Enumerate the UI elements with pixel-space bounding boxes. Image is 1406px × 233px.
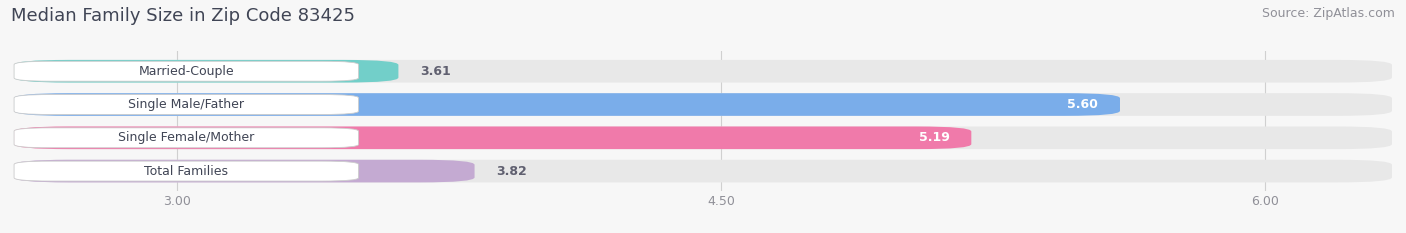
- FancyBboxPatch shape: [14, 93, 1392, 116]
- Text: 3.61: 3.61: [420, 65, 451, 78]
- Text: Source: ZipAtlas.com: Source: ZipAtlas.com: [1261, 7, 1395, 20]
- FancyBboxPatch shape: [14, 160, 475, 182]
- Text: Single Male/Father: Single Male/Father: [128, 98, 245, 111]
- FancyBboxPatch shape: [14, 127, 1392, 149]
- FancyBboxPatch shape: [14, 60, 398, 82]
- FancyBboxPatch shape: [14, 95, 359, 114]
- Text: 3.82: 3.82: [496, 164, 527, 178]
- FancyBboxPatch shape: [14, 128, 359, 148]
- FancyBboxPatch shape: [14, 161, 359, 181]
- FancyBboxPatch shape: [14, 61, 359, 81]
- Text: 5.19: 5.19: [918, 131, 949, 144]
- Text: Median Family Size in Zip Code 83425: Median Family Size in Zip Code 83425: [11, 7, 356, 25]
- Text: Single Female/Mother: Single Female/Mother: [118, 131, 254, 144]
- Text: 5.60: 5.60: [1067, 98, 1098, 111]
- FancyBboxPatch shape: [14, 127, 972, 149]
- FancyBboxPatch shape: [14, 60, 1392, 82]
- FancyBboxPatch shape: [14, 93, 1121, 116]
- FancyBboxPatch shape: [14, 160, 1392, 182]
- Text: Married-Couple: Married-Couple: [138, 65, 235, 78]
- Text: Total Families: Total Families: [145, 164, 228, 178]
